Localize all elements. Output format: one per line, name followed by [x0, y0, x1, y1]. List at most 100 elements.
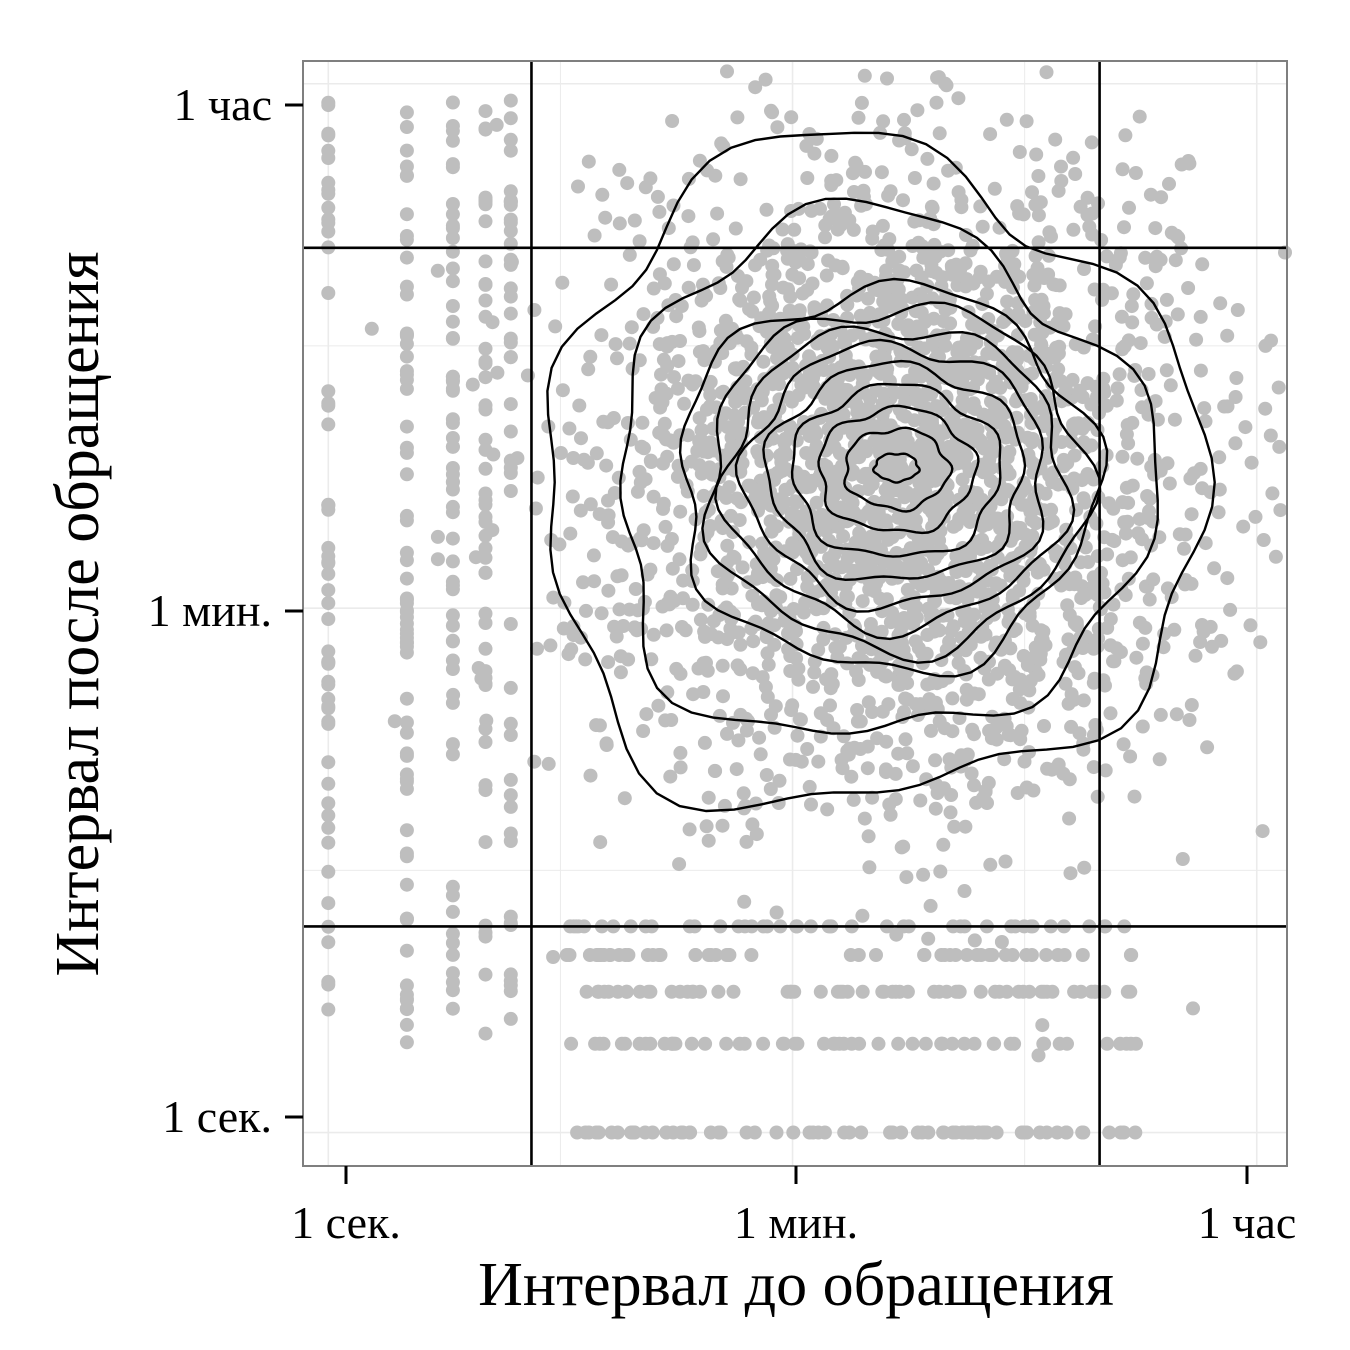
scatter-point — [826, 1036, 841, 1051]
scatter-point — [1112, 367, 1127, 382]
scatter-point — [1123, 984, 1138, 999]
density-contour — [714, 325, 1076, 641]
scatter-point — [908, 634, 923, 649]
scatter-point — [1054, 435, 1069, 449]
scatter-point — [714, 385, 729, 400]
scatter-point — [1022, 609, 1037, 624]
scatter-point — [938, 338, 953, 353]
scatter-point — [675, 1125, 690, 1140]
scatter-point — [1056, 766, 1071, 781]
scatter-point — [1133, 336, 1148, 351]
scatter-point — [685, 235, 700, 250]
scatter-point — [583, 497, 598, 512]
scatter-point — [672, 857, 687, 872]
scatter-point — [905, 1036, 920, 1051]
scatter-point — [985, 380, 1000, 395]
scatter-point — [1086, 760, 1101, 775]
scatter-point — [820, 802, 835, 817]
scatter-point — [663, 769, 678, 784]
scatter-point — [865, 790, 880, 805]
scatter-point — [927, 624, 942, 639]
scatter-point — [677, 396, 692, 411]
scatter-point — [770, 120, 785, 135]
scatter-point — [938, 497, 953, 512]
scatter-point — [632, 1036, 647, 1051]
scatter-point — [777, 1036, 792, 1051]
scatter-point — [959, 272, 974, 287]
scatter-point — [739, 711, 754, 726]
scatter-point — [503, 281, 518, 296]
scatter-point — [994, 935, 1009, 949]
scatter-point — [896, 430, 911, 445]
scatter-point — [430, 263, 445, 278]
scatter-point — [1159, 363, 1174, 378]
scatter-point — [503, 978, 518, 993]
scatter-point — [563, 526, 578, 541]
scatter-point — [957, 504, 972, 519]
scatter-point — [977, 441, 992, 456]
scatter-point — [920, 151, 935, 166]
scatter-point — [1159, 292, 1174, 307]
scatter-point — [848, 535, 863, 550]
scatter-point — [445, 415, 460, 430]
scatter-point — [898, 409, 913, 424]
scatter-point — [1024, 513, 1039, 527]
scatter-point — [941, 163, 956, 178]
scatter-point — [1181, 154, 1196, 168]
scatter-point — [1115, 162, 1130, 177]
scatter-point — [897, 112, 911, 127]
scatter-point — [832, 639, 847, 654]
scatter-point — [933, 864, 948, 879]
scatter-point — [1087, 984, 1102, 999]
scatter-point — [851, 359, 866, 374]
scatter-point — [1207, 561, 1222, 576]
scatter-point — [1094, 565, 1108, 580]
scatter-point — [1089, 722, 1104, 737]
scatter-point — [445, 936, 460, 950]
scatter-point — [445, 274, 460, 289]
scatter-point — [399, 987, 414, 1002]
scatter-point — [901, 440, 916, 455]
scatter-point — [997, 752, 1012, 767]
scatter-point — [885, 984, 900, 999]
scatter-point — [1212, 450, 1227, 465]
scatter-point — [1000, 509, 1015, 524]
scatter-point — [478, 783, 493, 798]
scatter-point — [792, 271, 807, 286]
scatter-point — [445, 461, 460, 475]
scatter-point — [632, 464, 647, 479]
scatter-point — [652, 204, 667, 219]
scatter-point — [594, 328, 609, 343]
scatter-point — [399, 877, 414, 892]
scatter-point — [321, 183, 336, 197]
scatter-point — [599, 738, 614, 752]
density-contour — [871, 452, 921, 484]
scatter-point — [875, 650, 890, 665]
scatter-point — [913, 793, 928, 808]
scatter-point — [888, 766, 903, 781]
scatter-point — [794, 754, 809, 769]
scatter-point — [956, 348, 970, 363]
scatter-point — [854, 1125, 869, 1140]
scatter-point — [786, 1125, 801, 1140]
scatter-point — [1035, 1018, 1050, 1033]
scatter-point — [573, 503, 588, 518]
scatter-point — [926, 176, 941, 191]
scatter-point — [530, 470, 545, 485]
scatter-point — [1003, 1036, 1018, 1051]
scatter-point — [992, 220, 1007, 235]
scatter-point — [445, 947, 460, 962]
scatter-point — [791, 672, 806, 687]
scatter-point — [834, 753, 849, 767]
scatter-point — [819, 268, 834, 283]
scatter-point — [836, 529, 851, 544]
scatter-point — [806, 379, 821, 394]
scatter-point — [643, 984, 658, 999]
scatter-point — [573, 630, 588, 645]
scatter-point — [911, 235, 926, 250]
scatter-point — [811, 754, 826, 769]
scatter-point — [1098, 678, 1112, 693]
scatter-point — [681, 280, 696, 295]
density-contour — [817, 404, 980, 535]
